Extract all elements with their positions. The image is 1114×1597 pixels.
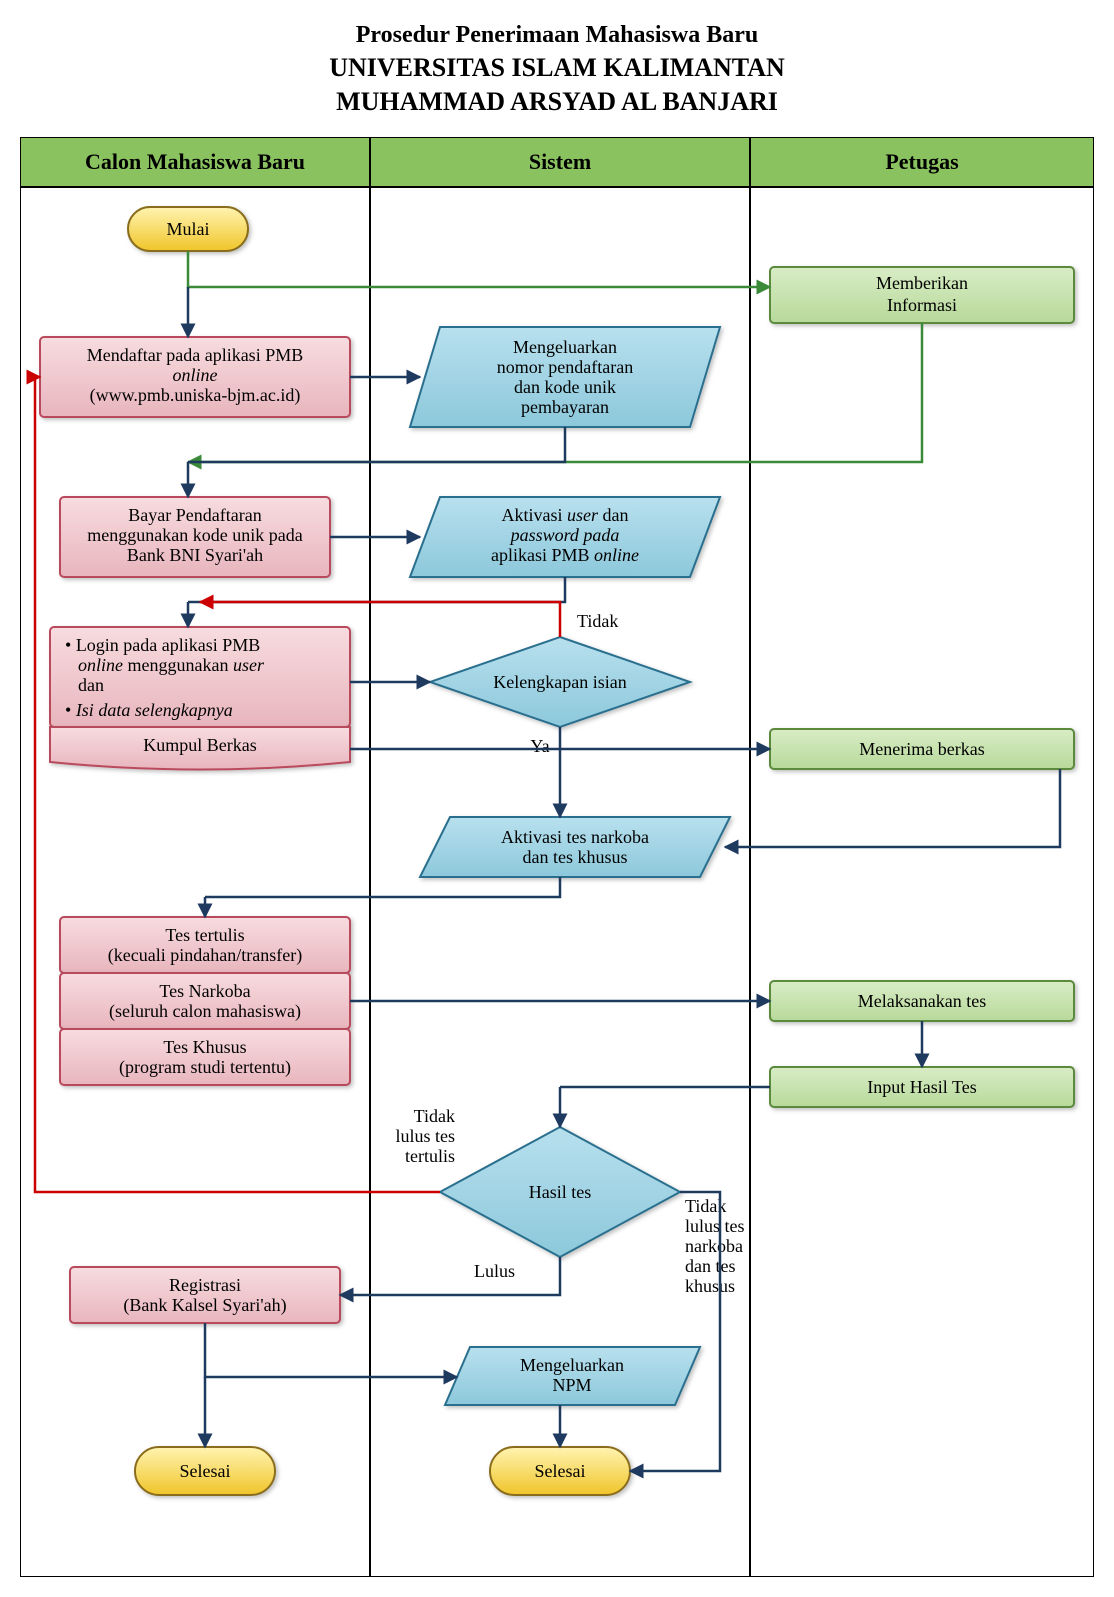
line-activate-join (188, 577, 565, 602)
activate-l1: Aktivasi user dan (502, 505, 629, 525)
column-header-3-text: Petugas (885, 149, 959, 174)
flowchart: Calon Mahasiswa Baru Sistem Petugas Mula… (20, 137, 1094, 1577)
issue-l4: pembayaran (521, 397, 609, 417)
label-tidak-narkoba-3: narkoba (685, 1236, 743, 1256)
npm-l2: NPM (552, 1375, 591, 1395)
input-hasil-text: Input Hasil Tes (867, 1077, 976, 1097)
end2-text: Selesai (535, 1461, 586, 1481)
registrasi-l1: Registrasi (169, 1275, 241, 1295)
tes3-l1: Tes Khusus (163, 1037, 246, 1057)
pay-l3: Bank BNI Syari'ah (127, 545, 263, 565)
aktivasi-tes-l1: Aktivasi tes narkoba (501, 827, 649, 847)
title-line-1: Prosedur Penerimaan Mahasiswa Baru (20, 20, 1094, 51)
document-title: Prosedur Penerimaan Mahasiswa Baru UNIVE… (20, 20, 1094, 119)
label-tidak-tertulis-1: Tidak (414, 1106, 455, 1126)
issue-l3: dan kode unik (514, 377, 616, 397)
end1-text: Selesai (180, 1461, 231, 1481)
register-l1: Mendaftar pada aplikasi PMB (87, 345, 303, 365)
title-line-3: MUHAMMAD ARSYAD AL BANJARI (20, 85, 1094, 119)
register-l3: (www.pmb.uniska-bjm.ac.id) (90, 385, 301, 406)
line-aktivasi-tests (205, 877, 560, 897)
hasil-tes-text: Hasil tes (529, 1182, 592, 1202)
label-tidak-narkoba-5: khusus (685, 1276, 735, 1296)
arrow-lulus-registrasi (340, 1257, 560, 1295)
login-p1l2: online menggunakan user (78, 655, 265, 675)
title-line-2: UNIVERSITAS ISLAM KALIMANTAN (20, 51, 1094, 85)
issue-l1: Mengeluarkan (513, 337, 617, 357)
register-l2: online (173, 365, 218, 385)
tes1-l1: Tes tertulis (165, 925, 244, 945)
arrow-start-info (188, 251, 770, 287)
line-issue-join (188, 427, 565, 462)
column-header-2-text: Sistem (529, 149, 591, 174)
activate-l3: aplikasi PMB online (491, 545, 639, 565)
start-text: Mulai (167, 219, 210, 239)
pay-l2: menggunakan kode unik pada (87, 525, 302, 545)
label-tidak-tertulis-3: tertulis (405, 1146, 455, 1166)
arrow-menerima-aktivasi (725, 769, 1060, 847)
label-tidak-tertulis-2: lulus tes (395, 1126, 455, 1146)
label-tidak-narkoba-4: dan tes (685, 1256, 735, 1276)
login-p2: • Isi data selengkapnya (65, 700, 233, 720)
menerima-text: Menerima berkas (859, 739, 984, 759)
login-p3: Kumpul Berkas (143, 735, 256, 755)
login-p1l3: dan (78, 675, 104, 695)
registrasi-l2: (Bank Kalsel Syari'ah) (123, 1295, 286, 1316)
issue-l2: nomor pendaftaran (497, 357, 633, 377)
info-l1: Memberikan (876, 273, 968, 293)
npm-l1: Mengeluarkan (520, 1355, 624, 1375)
arrow-registrasi-npm (205, 1323, 457, 1377)
activate-l2: password pada (509, 525, 620, 545)
tes3-l2: (program studi tertentu) (119, 1057, 291, 1078)
melaksanakan-text: Melaksanakan tes (858, 991, 986, 1011)
tes2-l2: (seluruh calon mahasiswa) (109, 1001, 301, 1022)
label-tidak: Tidak (577, 611, 618, 631)
login-p1l1: • Login pada aplikasi PMB (65, 635, 260, 655)
aktivasi-tes-l2: dan tes khusus (523, 847, 628, 867)
column-header-1-text: Calon Mahasiswa Baru (85, 149, 305, 174)
tes1-l2: (kecuali pindahan/transfer) (108, 945, 302, 966)
label-ya: Ya (530, 736, 549, 756)
tes2-l1: Tes Narkoba (159, 981, 250, 1001)
pay-l1: Bayar Pendaftaran (128, 505, 261, 525)
label-lulus: Lulus (474, 1261, 515, 1281)
kelengkapan-text: Kelengkapan isian (493, 672, 626, 692)
info-l2: Informasi (887, 295, 957, 315)
label-tidak-narkoba-2: lulus tes (685, 1216, 745, 1236)
